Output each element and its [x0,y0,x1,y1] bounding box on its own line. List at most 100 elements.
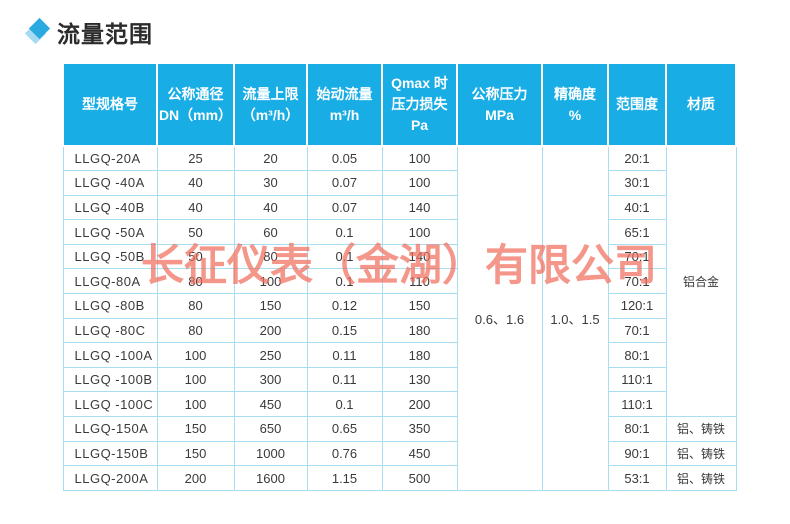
cell-model: LLGQ-80A [62,268,158,295]
col-header-line: MPa [485,106,514,123]
cell-start-flow: 0.1 [306,243,383,270]
cell-model: LLGQ-150A [62,416,158,442]
cell-pressure-loss: 450 [381,440,458,467]
col-header-line: 型规格号 [82,96,138,112]
cell-range: 70:1 [607,317,667,344]
cell-model: LLGQ -100A [62,342,158,368]
table-row: LLGQ-150B 150 1000 0.76 450 90:1 铝、铸铁 [62,440,737,467]
cell-material: 铝、铸铁 [665,465,737,491]
cell-dn: 100 [156,391,235,418]
col-header-line: 精确度 [554,85,596,102]
cell-range: 20:1 [607,145,667,172]
cell-dn: 50 [156,219,235,245]
cell-range: 120:1 [607,293,667,319]
col-header-line: 范围度 [616,96,658,112]
cell-nominal-pressure: 0.6、1.6 [456,145,543,491]
cell-range: 110:1 [607,391,667,418]
cell-start-flow: 0.05 [306,145,383,172]
diamond-icon [24,17,54,47]
cell-dn: 150 [156,440,235,467]
table-row: LLGQ -100B 100 300 0.11 130 110:1 [62,366,736,393]
cell-model: LLGQ -80C [62,317,158,344]
cell-pressure-loss: 200 [381,391,458,418]
col-header-line: DN（mm） [158,106,233,123]
cell-max-flow: 300 [233,366,308,393]
cell-max-flow: 40 [233,194,308,221]
table-row: LLGQ -40B 40 40 0.07 140 40:1 [62,194,736,221]
cell-start-flow: 0.12 [306,293,383,319]
col-header-model: 型规格号 [62,62,158,147]
col-header-dn: 公称通径 DN（mm） [156,62,235,147]
cell-pressure-loss: 500 [381,465,458,491]
cell-range: 40:1 [607,194,667,221]
cell-model: LLGQ -50B [62,243,158,270]
cell-model: LLGQ -40A [62,170,158,196]
cell-range: 70:1 [607,243,667,270]
cell-pressure-loss: 130 [381,366,458,393]
cell-model: LLGQ -100C [62,391,158,418]
cell-start-flow: 0.07 [306,194,383,221]
col-header-material: 材质 [665,62,737,147]
col-header-line: m³/h [329,106,360,123]
cell-pressure-loss: 100 [381,145,458,172]
cell-max-flow: 150 [233,293,308,319]
cell-accuracy: 1.0、1.5 [541,145,609,491]
cell-pressure-loss: 140 [381,243,458,270]
col-header-line: 始动流量 [316,85,373,102]
cell-dn: 100 [156,366,235,393]
cell-model: LLGQ-200A [62,465,158,491]
cell-model: LLGQ-150B [62,440,158,467]
cell-start-flow: 0.07 [306,170,383,196]
cell-pressure-loss: 180 [381,317,458,344]
cell-start-flow: 0.11 [306,342,383,368]
col-header-start_flow: 始动流量 m³/h [306,62,383,147]
col-header-line: 公称压力 [471,85,528,102]
col-header-pressure_loss: Qmax 时压力损失 Pa [381,62,458,147]
cell-dn: 50 [156,243,235,270]
col-header-accuracy: 精确度% [541,62,609,147]
table-row: LLGQ -100A 100 250 0.11 180 80:1 [62,342,736,368]
cell-range: 53:1 [607,465,667,491]
section-header: 流量范围 [24,16,153,48]
cell-pressure-loss: 140 [381,194,458,221]
table-row: LLGQ -80B 80 150 0.12 150 120:1 [62,293,736,319]
cell-pressure-loss: 100 [381,219,458,245]
cell-max-flow: 250 [233,342,308,368]
cell-range: 70:1 [607,268,667,295]
cell-material-merged: 铝合金 [665,145,737,418]
col-header-line: % [568,106,582,123]
table-row: LLGQ -80C 80 200 0.15 180 70:1 [62,317,736,344]
col-header-line: Pa [410,117,429,133]
cell-max-flow: 450 [233,391,308,418]
col-header-range: 范围度 [607,62,667,147]
cell-pressure-loss: 180 [381,342,458,368]
cell-dn: 80 [156,293,235,319]
cell-dn: 80 [156,268,235,295]
cell-max-flow: 200 [233,317,308,344]
cell-start-flow: 1.15 [306,465,383,491]
cell-material: 铝、铸铁 [665,440,737,467]
cell-dn: 100 [156,342,235,368]
flow-range-table: 型规格号 公称通径 DN（mm） 流量上限 （m³/h） 始动流量 m³/h Qmax 时压力… [62,62,737,491]
cell-pressure-loss: 150 [381,293,458,319]
cell-pressure-loss: 350 [381,416,458,442]
cell-max-flow: 650 [233,416,308,442]
cell-start-flow: 0.1 [306,391,383,418]
cell-dn: 40 [156,194,235,221]
flow-range-table-wrap: 型规格号 公称通径 DN（mm） 流量上限 （m³/h） 始动流量 m³/h Qmax 时压力… [62,62,737,491]
cell-max-flow: 100 [233,268,308,295]
col-header-line: （m³/h） [241,106,300,123]
cell-dn: 25 [156,145,235,172]
cell-model: LLGQ-20A [62,145,158,172]
table-row: LLGQ -100C 100 450 0.1 200 110:1 [62,391,736,418]
col-header-line: 流量上限 [242,85,299,102]
cell-dn: 150 [156,416,235,442]
cell-max-flow: 60 [233,219,308,245]
table-row: LLGQ -40A 40 30 0.07 100 30:1 [62,170,736,196]
cell-dn: 80 [156,317,235,344]
table-row: LLGQ -50A 50 60 0.1 100 65:1 [62,219,736,245]
cell-material: 铝、铸铁 [665,416,737,442]
table-row: LLGQ-150A 150 650 0.65 350 80:1 铝、铸铁 [62,416,737,442]
cell-dn: 40 [156,170,235,196]
